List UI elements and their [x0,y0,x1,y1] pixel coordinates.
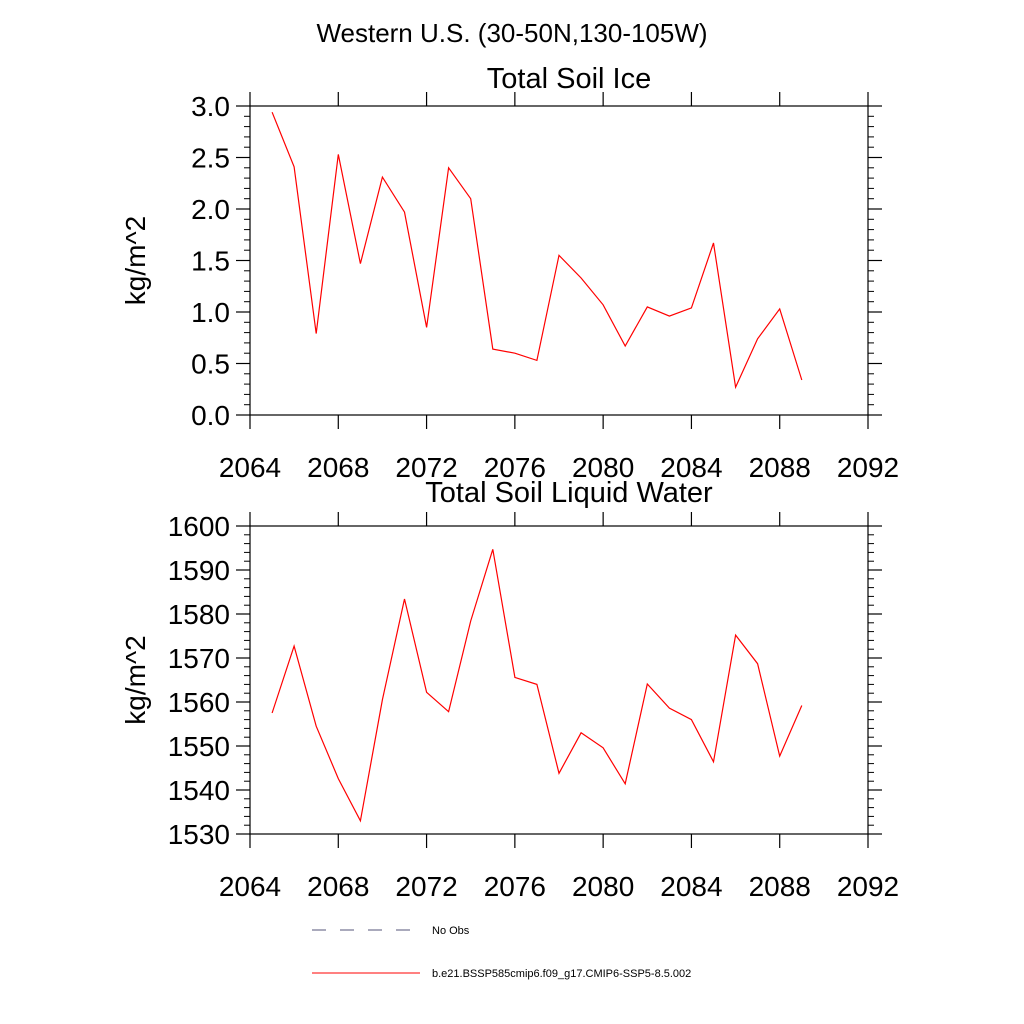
x-tick-label: 2080 [572,871,634,902]
x-tick-label: 2084 [660,871,722,902]
plot-frame [249,105,869,416]
x-tick-label: 2088 [749,871,811,902]
x-tick-label: 2092 [837,871,899,902]
x-tick-label: 2080 [572,452,634,483]
x-tick-label: 2076 [484,871,546,902]
chart-total-soil-ice: Total Soil Ice 0.0 0.5 1.0 1.5 2.0 2.5 3.0 2064 2… [120,63,899,483]
legend-item-model-run: b.e21.BSSP585cmip6.f09_g17.CMIP6-SSP5-8.… [312,968,691,980]
y-tick-label: 1600 [168,511,230,542]
series-line [271,549,803,823]
y-tick-label: 2.5 [191,143,230,174]
y-tick-label: 1.0 [191,297,230,328]
legend-item-no-obs: No Obs [312,925,470,937]
chart-title: Total Soil Ice [487,63,651,95]
page-title: Western U.S. (30-50N,130-105W) [316,18,707,48]
y-tick-label: 1550 [168,731,230,762]
y-tick-label: 1540 [168,775,230,806]
chart-title: Total Soil Liquid Water [425,477,713,509]
y-tick-label: 1580 [168,599,230,630]
y-axis-label: kg/m^2 [120,216,151,305]
y-tick-label: 1.5 [191,246,230,277]
x-tick-label: 2076 [484,452,546,483]
y-tick-label: 1590 [168,555,230,586]
y-tick-label: 1570 [168,643,230,674]
y-tick-label: 0.5 [191,349,230,380]
x-tick-label: 2072 [395,871,457,902]
x-tick-label: 2068 [307,871,369,902]
y-tick-label: 3.0 [191,91,230,122]
legend: No Obs b.e21.BSSP585cmip6.f09_g17.CMIP6-… [312,925,691,980]
x-tick-label: 2084 [660,452,722,483]
y-axis-label: kg/m^2 [120,635,151,724]
x-tick-label: 2088 [749,452,811,483]
x-tick-label: 2064 [219,871,281,902]
legend-label-no-obs: No Obs [432,925,470,937]
x-tick-label: 2068 [307,452,369,483]
y-tick-label: 0.0 [191,400,230,431]
y-tick-label: 2.0 [191,194,230,225]
y-tick-label: 1560 [168,687,230,718]
chart-total-soil-liquid-water: Total Soil Liquid Water 1530 1540 1550 1560 1… [120,477,899,902]
x-tick-label: 2072 [395,452,457,483]
legend-label-model-run: b.e21.BSSP585cmip6.f09_g17.CMIP6-SSP5-8.… [432,968,691,980]
x-tick-label: 2064 [219,452,281,483]
x-tick-label: 2092 [837,452,899,483]
plot-frame [249,525,869,835]
y-tick-label: 1530 [168,819,230,850]
series-line [271,111,803,390]
